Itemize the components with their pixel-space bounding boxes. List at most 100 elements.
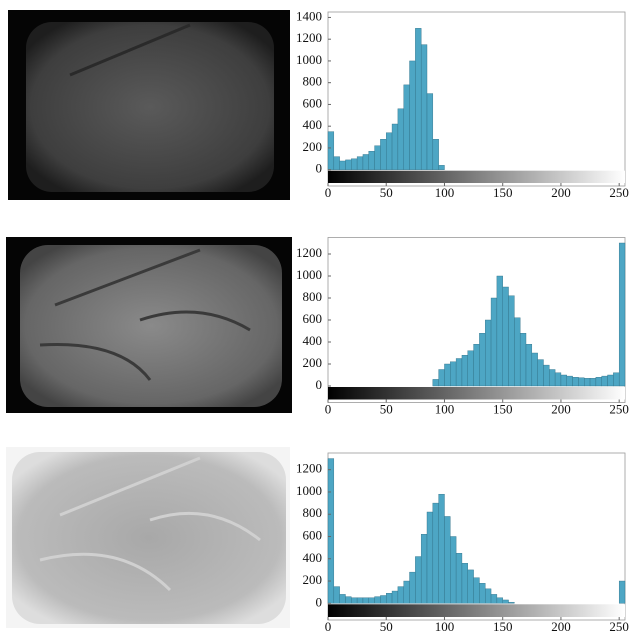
histogram-bar bbox=[461, 355, 468, 387]
x-tick-label: 200 bbox=[551, 401, 571, 416]
histogram-bar bbox=[420, 44, 428, 170]
x-tick-label: 250 bbox=[609, 619, 629, 634]
histogram-bar bbox=[391, 590, 399, 604]
x-tick-label: 200 bbox=[551, 619, 571, 634]
histogram-bar bbox=[444, 516, 451, 604]
histogram-bar bbox=[490, 297, 498, 387]
histogram-bar bbox=[473, 577, 480, 604]
histogram-bar bbox=[386, 132, 393, 170]
histogram-bar bbox=[432, 139, 439, 170]
histogram-bar bbox=[613, 372, 620, 387]
histogram-bar bbox=[420, 534, 428, 604]
histogram-bar bbox=[496, 275, 503, 387]
y-tick-label: 1400 bbox=[296, 8, 322, 23]
histogram-bar bbox=[584, 378, 591, 387]
y-tick-label: 600 bbox=[303, 527, 323, 542]
image-2 bbox=[6, 237, 292, 413]
histogram-bar bbox=[578, 377, 585, 387]
y-tick-label: 800 bbox=[303, 289, 323, 304]
histogram-bar bbox=[560, 374, 567, 387]
histogram-bar bbox=[327, 131, 335, 170]
y-tick-label: 200 bbox=[303, 139, 323, 154]
histogram-bar bbox=[368, 150, 375, 170]
histogram-bar bbox=[566, 375, 573, 387]
y-tick-label: 400 bbox=[303, 333, 323, 348]
histogram-bar bbox=[362, 597, 369, 604]
histogram-bar bbox=[514, 317, 521, 387]
histogram-bar bbox=[467, 350, 474, 387]
histogram-bar bbox=[374, 145, 381, 170]
y-tick-label: 400 bbox=[303, 117, 323, 132]
histogram-bar bbox=[415, 556, 422, 604]
histogram-bar bbox=[339, 594, 346, 604]
histogram-bar bbox=[537, 359, 544, 387]
histogram-bar bbox=[595, 377, 602, 387]
y-tick-label: 600 bbox=[303, 95, 323, 110]
y-tick-label: 0 bbox=[316, 594, 323, 609]
histogram-bar bbox=[554, 372, 562, 387]
histogram-bar bbox=[386, 593, 393, 604]
y-tick-label: 0 bbox=[316, 161, 323, 176]
histogram-bar bbox=[403, 84, 410, 170]
histogram-bar bbox=[374, 596, 381, 604]
x-tick-label: 250 bbox=[609, 401, 629, 416]
histogram-bar bbox=[508, 601, 515, 604]
histogram-bar bbox=[368, 597, 375, 604]
histogram-bar bbox=[572, 377, 579, 387]
histogram-bar bbox=[479, 333, 486, 387]
x-tick-label: 50 bbox=[380, 185, 393, 200]
histogram-bar bbox=[409, 60, 416, 170]
histogram-bar bbox=[432, 502, 439, 604]
x-tick-label: 200 bbox=[551, 185, 571, 200]
histogram-bar bbox=[432, 379, 439, 387]
histogram-bar bbox=[455, 553, 463, 604]
x-tick-label: 50 bbox=[380, 619, 393, 634]
histogram-bar bbox=[333, 586, 340, 604]
x-tick-label: 0 bbox=[325, 185, 332, 200]
x-tick-label: 100 bbox=[435, 185, 455, 200]
histogram-bar bbox=[543, 364, 550, 387]
histogram-bar bbox=[380, 595, 387, 604]
histogram-bar bbox=[485, 319, 492, 387]
y-tick-label: 1200 bbox=[296, 245, 322, 260]
histogram-bar bbox=[502, 286, 509, 387]
x-tick-label: 150 bbox=[493, 401, 513, 416]
histogram-bar bbox=[391, 123, 399, 170]
histogram-bar bbox=[426, 93, 434, 170]
x-tick-label: 0 bbox=[325, 401, 332, 416]
y-tick-label: 200 bbox=[303, 572, 323, 587]
histogram-bar bbox=[502, 599, 509, 604]
y-tick-label: 1200 bbox=[296, 30, 322, 45]
histogram-bar bbox=[485, 588, 492, 604]
intensity-bar bbox=[328, 170, 625, 183]
y-tick-label: 1000 bbox=[296, 483, 322, 498]
x-tick-label: 150 bbox=[493, 619, 513, 634]
histogram-bar bbox=[356, 156, 364, 170]
histogram-bar bbox=[438, 369, 445, 387]
histogram-bar bbox=[490, 594, 498, 604]
histogram-bar bbox=[438, 165, 445, 170]
histogram-bar bbox=[461, 563, 468, 604]
histogram-bar bbox=[450, 536, 457, 604]
histogram-bar bbox=[618, 242, 626, 387]
y-tick-label: 0 bbox=[316, 377, 323, 392]
histogram-bar bbox=[339, 160, 346, 170]
histogram-bar bbox=[397, 586, 404, 604]
histogram-bar bbox=[403, 580, 410, 604]
intensity-bar bbox=[328, 387, 625, 400]
x-tick-label: 250 bbox=[609, 185, 629, 200]
histogram-bar bbox=[479, 583, 486, 604]
histogram-bar bbox=[351, 597, 358, 604]
histogram-bar bbox=[601, 375, 608, 387]
histogram-bar bbox=[607, 374, 614, 387]
y-tick-label: 400 bbox=[303, 550, 323, 565]
histogram-bar bbox=[397, 108, 404, 170]
histogram-bar bbox=[525, 344, 533, 387]
histogram-bar bbox=[618, 580, 626, 604]
x-tick-label: 100 bbox=[435, 619, 455, 634]
histogram-bar bbox=[415, 28, 422, 170]
histogram-bar bbox=[473, 344, 480, 387]
x-tick-label: 150 bbox=[493, 185, 513, 200]
histogram-bar bbox=[333, 156, 340, 170]
histogram-bar bbox=[438, 493, 445, 604]
